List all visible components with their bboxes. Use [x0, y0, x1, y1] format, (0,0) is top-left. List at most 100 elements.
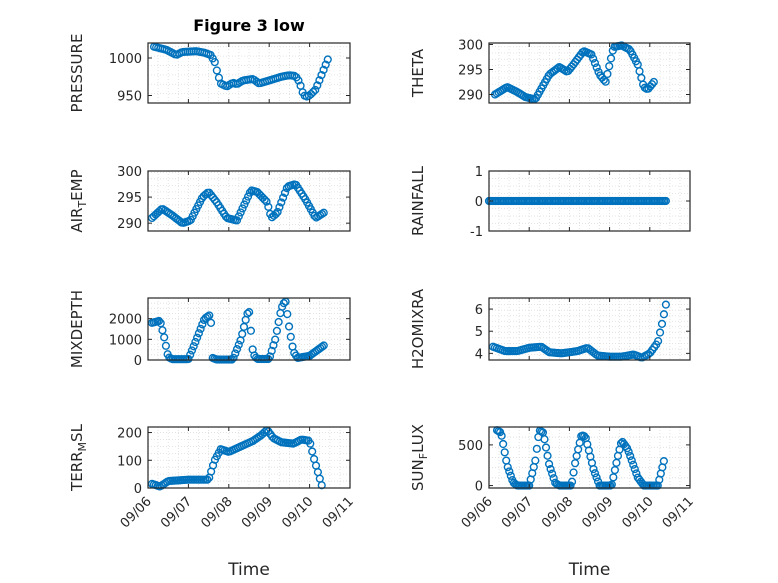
data-point: [243, 309, 252, 318]
data-point: [659, 310, 669, 319]
data-point: [196, 324, 205, 333]
y-tick-label: 295: [117, 191, 142, 206]
data-point: [601, 77, 610, 86]
x-tick-label: 09/06: [459, 494, 496, 531]
data-point: [599, 75, 608, 84]
axes-box: [147, 170, 351, 232]
data-point: [193, 333, 202, 342]
data-point: [311, 85, 320, 95]
data-point: [541, 443, 551, 452]
data-point: [267, 346, 276, 355]
data-point: [657, 319, 667, 328]
data-point: [313, 468, 323, 477]
data-point: [661, 300, 670, 309]
y-tick-label: 290: [458, 89, 483, 104]
data-point: [191, 337, 200, 347]
data-point: [605, 62, 614, 71]
y-tick-label: 1000: [109, 333, 142, 348]
figure-title: Figure 3 low: [193, 16, 305, 35]
data-point: [262, 197, 271, 206]
x-tick-label: 09/07: [158, 494, 195, 531]
data-point: [567, 477, 577, 486]
y-axis-label: RAINFALL: [409, 165, 427, 236]
data-point: [632, 469, 641, 478]
x-tick-label: 09/08: [199, 494, 236, 531]
x-tick-label: 09/11: [320, 494, 357, 531]
data-series: [149, 42, 332, 101]
data-point: [260, 195, 269, 204]
data-point: [198, 320, 207, 329]
data-point: [655, 328, 665, 337]
x-tick-label: 09/10: [279, 494, 316, 531]
y-tick-label: 1000: [109, 52, 142, 67]
data-point: [609, 473, 618, 482]
y-tick-label: 5: [475, 325, 483, 340]
data-point: [506, 471, 515, 480]
data-point: [283, 309, 292, 319]
data-point: [612, 458, 621, 467]
data-point: [309, 454, 319, 464]
subplot-theta: 290 295 300 THETA: [409, 39, 691, 104]
data-point: [592, 473, 601, 482]
y-tick-label: 300: [117, 165, 142, 180]
data-point: [589, 54, 598, 63]
data-point: [505, 467, 514, 476]
data-point: [313, 81, 322, 90]
data-point: [661, 196, 670, 206]
subplot-pressure: 950 1000 PRESSURE Figure 3 low: [68, 16, 351, 112]
data-point: [566, 481, 575, 490]
data-point: [232, 345, 242, 354]
y-tick-label: 0: [475, 480, 483, 495]
data-point: [286, 332, 295, 341]
data-series: [147, 180, 328, 227]
data-point: [161, 341, 171, 350]
data-point: [590, 58, 600, 68]
x-tick-label: 09/08: [539, 494, 576, 531]
data-series: [490, 41, 658, 104]
data-point: [590, 469, 600, 478]
data-point: [275, 203, 284, 212]
data-point: [624, 44, 633, 54]
data-point: [574, 445, 583, 454]
data-point: [603, 69, 612, 79]
y-axis-label: AIRTEMP: [68, 169, 89, 232]
y-tick-label: 300: [458, 39, 483, 54]
data-point: [553, 64, 562, 73]
y-axis-label: H2OMIXRA: [409, 288, 427, 369]
subplot-mixdepth: 0 1000 2000 MIXDEPTH: [68, 290, 351, 369]
data-point: [624, 447, 633, 456]
y-axis-label: TERRMSL: [68, 423, 89, 492]
subplot-sunflux: 0 500 SUNFLUX 09/06 09/07 09/08 09/09 09/10 09/1…: [409, 424, 697, 580]
y-tick-label: -1: [470, 225, 483, 240]
data-point: [206, 318, 216, 327]
x-tick-label: 09/07: [499, 494, 536, 531]
data-point: [497, 431, 506, 440]
x-tick-label: 09/10: [620, 494, 657, 531]
y-tick-label: 0: [475, 195, 483, 210]
y-axis-label: SUNFLUX: [409, 424, 430, 491]
data-point: [306, 439, 315, 448]
data-point: [212, 66, 221, 75]
data-point: [272, 326, 282, 335]
data-point: [239, 322, 249, 331]
y-tick-label: 290: [117, 217, 142, 232]
subplot-h2omixra: 4 5 6 H2OMIXRA: [409, 288, 691, 369]
data-point: [274, 317, 283, 327]
data-point: [238, 204, 247, 213]
y-tick-label: 100: [117, 454, 142, 469]
data-point: [496, 428, 505, 437]
data-point: [310, 211, 319, 220]
y-tick-label: 6: [475, 303, 483, 318]
data-point: [529, 462, 538, 472]
data-point: [532, 444, 541, 453]
data-point: [309, 87, 318, 97]
y-tick-label: 1: [475, 165, 483, 180]
data-point: [654, 336, 663, 346]
axes-box: [488, 426, 691, 489]
data-point: [189, 342, 198, 351]
data-point: [610, 465, 619, 475]
y-tick-label: 0: [134, 482, 142, 497]
data-point: [269, 341, 278, 350]
data-point: [323, 55, 332, 64]
